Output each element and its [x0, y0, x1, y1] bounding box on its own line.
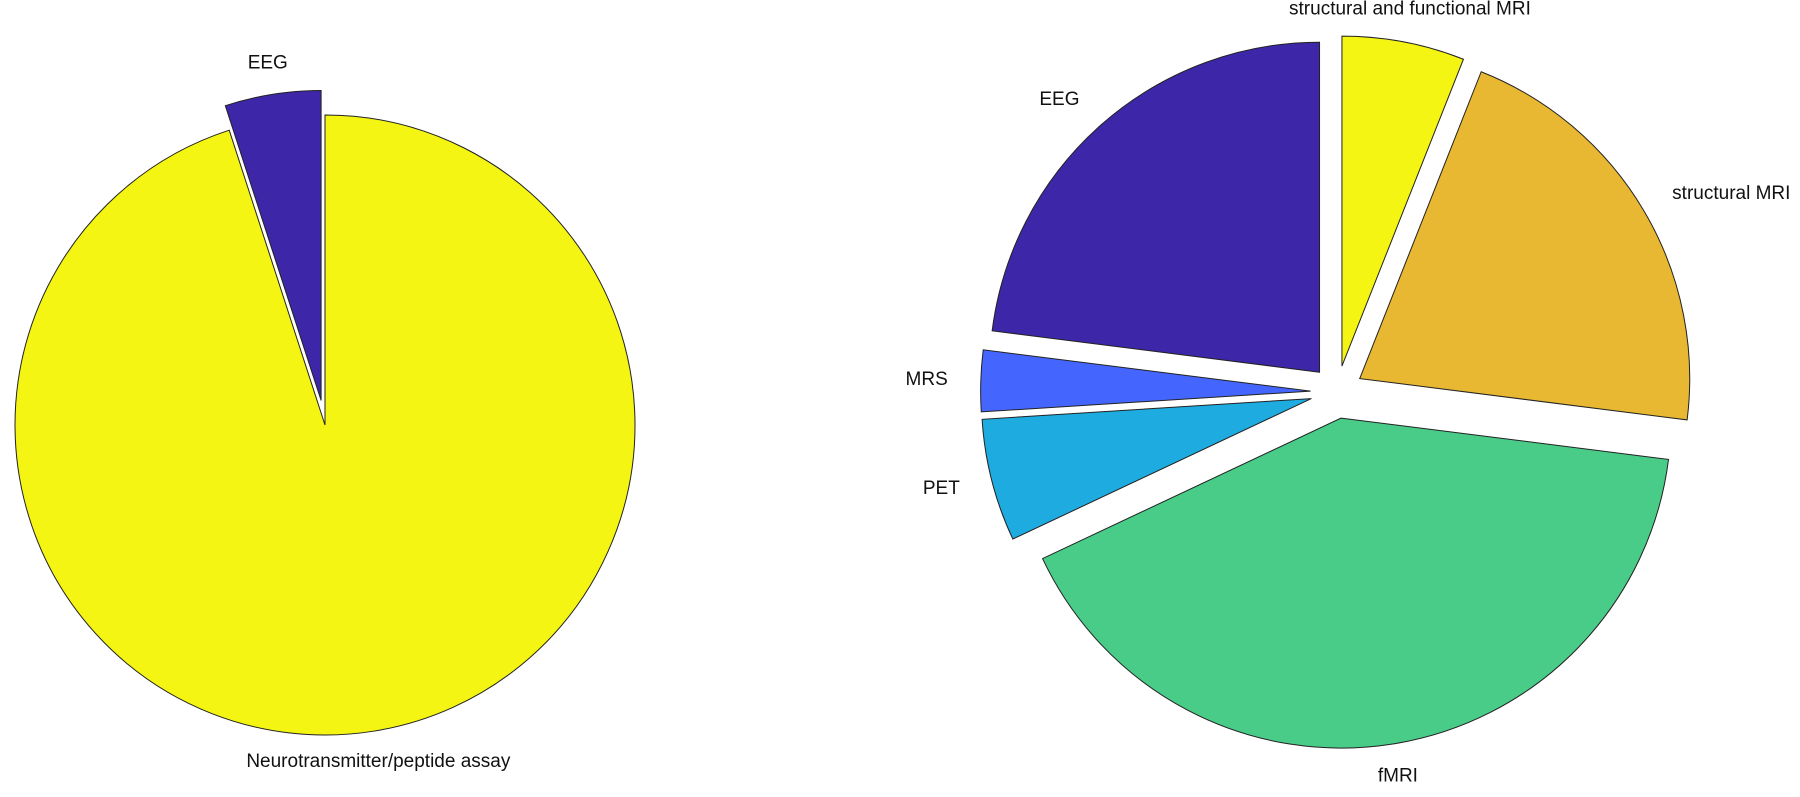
slice-label: EEG: [248, 53, 288, 74]
pie-slice: [224, 90, 322, 401]
slice-label: fMRI: [1378, 766, 1418, 787]
pie-slice: [980, 349, 1311, 413]
pie-slice: [1341, 35, 1465, 367]
slice-label: structural MRI: [1672, 183, 1790, 204]
pie-slice: [991, 41, 1321, 373]
pie-slice: [14, 114, 636, 736]
slice-label: Neurotransmitter/peptide assay: [246, 751, 511, 772]
slice-label: PET: [923, 478, 960, 499]
slice-label: EEG: [1039, 89, 1079, 110]
pie-slice: [1041, 417, 1670, 749]
pie-slice: [981, 398, 1312, 540]
slice-label: structural and functional MRI: [1289, 0, 1531, 20]
slice-label: MRS: [906, 369, 948, 390]
pie-slice: [1359, 71, 1691, 421]
